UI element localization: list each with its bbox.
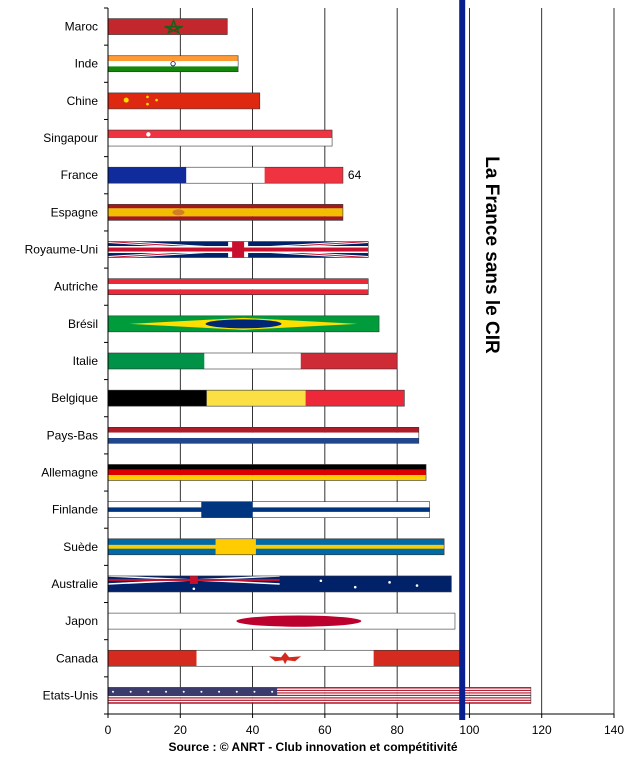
category-label: Brésil [68, 317, 98, 331]
category-label: Belgique [51, 391, 98, 405]
x-tick-label: 0 [105, 723, 112, 737]
category-label: Chine [67, 94, 99, 108]
category-label: Singapour [43, 131, 98, 145]
category-label: Canada [56, 651, 98, 665]
bar [108, 241, 369, 258]
bar [108, 538, 445, 555]
x-tick-label: 140 [604, 723, 624, 737]
x-tick-label: 100 [459, 723, 479, 737]
category-labels: Maroc Inde Chine Singapour France Espagne Roya… [25, 20, 362, 703]
category-label: Finlande [52, 503, 98, 517]
category-label: Autriche [54, 280, 98, 294]
category-label: Australie [51, 577, 98, 591]
reference-line-label: La France sans le CIR [481, 156, 502, 354]
category-label: Pays-Bas [47, 428, 98, 442]
x-axis: 0 20 40 60 80 100 120 140 [104, 7, 624, 737]
bars [107, 18, 532, 704]
category-label: France [61, 168, 99, 182]
category-label: Italie [73, 354, 99, 368]
bar [108, 18, 228, 35]
bar [108, 130, 333, 147]
x-tick-label: 60 [318, 723, 332, 737]
x-tick-label: 20 [174, 723, 188, 737]
reference-line-group: La France sans le CIR [459, 0, 502, 720]
bar [108, 575, 452, 592]
category-label: Espagne [51, 205, 99, 219]
bar [108, 501, 430, 518]
source-note: Source : © ANRT - Club innovation et com… [168, 740, 458, 754]
category-label: Suède [63, 540, 98, 554]
bar [108, 92, 260, 109]
bar [108, 167, 343, 184]
category-label: Royaume-Uni [25, 243, 98, 257]
bar [108, 613, 455, 630]
bar [108, 353, 398, 369]
bar [108, 315, 380, 332]
bar [108, 390, 405, 407]
bar [108, 650, 463, 667]
bar [108, 278, 369, 295]
bar [108, 687, 531, 704]
x-tick-label: 120 [532, 723, 552, 737]
bar [108, 464, 427, 481]
category-label: Inde [75, 57, 99, 71]
bar-chart: Maroc Inde Chine Singapour France Espagne Roya… [25, 0, 624, 737]
data-label: 64 [348, 168, 362, 182]
category-label: Japon [65, 614, 98, 628]
x-tick-label: 40 [246, 723, 260, 737]
bar [108, 204, 343, 221]
category-label: Maroc [65, 20, 98, 34]
bar [108, 427, 419, 444]
bar [108, 55, 239, 72]
x-tick-label: 80 [390, 723, 404, 737]
category-label: Etats-Unis [43, 688, 98, 702]
category-label: Allemagne [41, 465, 98, 479]
